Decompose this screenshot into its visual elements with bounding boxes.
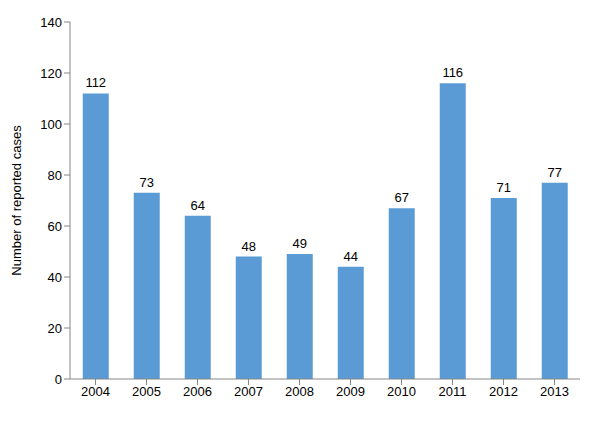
svg-text:2012: 2012 bbox=[489, 384, 518, 399]
svg-text:44: 44 bbox=[344, 249, 358, 264]
svg-text:71: 71 bbox=[497, 180, 511, 195]
svg-text:2010: 2010 bbox=[387, 384, 416, 399]
svg-text:2011: 2011 bbox=[439, 384, 467, 399]
svg-text:48: 48 bbox=[242, 239, 256, 254]
svg-text:140: 140 bbox=[40, 15, 62, 30]
svg-text:80: 80 bbox=[48, 168, 62, 183]
svg-text:120: 120 bbox=[40, 66, 62, 81]
svg-text:116: 116 bbox=[442, 65, 463, 80]
svg-text:40: 40 bbox=[48, 270, 62, 285]
svg-text:73: 73 bbox=[140, 175, 154, 190]
svg-text:0: 0 bbox=[55, 372, 62, 387]
svg-text:77: 77 bbox=[548, 165, 562, 180]
svg-text:49: 49 bbox=[293, 236, 307, 251]
svg-text:20: 20 bbox=[48, 321, 62, 336]
svg-text:112: 112 bbox=[85, 75, 106, 90]
svg-text:64: 64 bbox=[191, 198, 205, 213]
svg-text:2007: 2007 bbox=[234, 384, 263, 399]
svg-text:100: 100 bbox=[40, 117, 62, 132]
svg-text:2009: 2009 bbox=[336, 384, 365, 399]
svg-text:2006: 2006 bbox=[183, 384, 212, 399]
svg-text:2004: 2004 bbox=[81, 384, 110, 399]
svg-text:2013: 2013 bbox=[540, 384, 569, 399]
svg-text:60: 60 bbox=[48, 219, 62, 234]
svg-text:2005: 2005 bbox=[132, 384, 161, 399]
svg-text:2008: 2008 bbox=[285, 384, 314, 399]
svg-text:67: 67 bbox=[395, 190, 409, 205]
svg-text:Number of reported cases: Number of reported cases bbox=[9, 125, 24, 276]
